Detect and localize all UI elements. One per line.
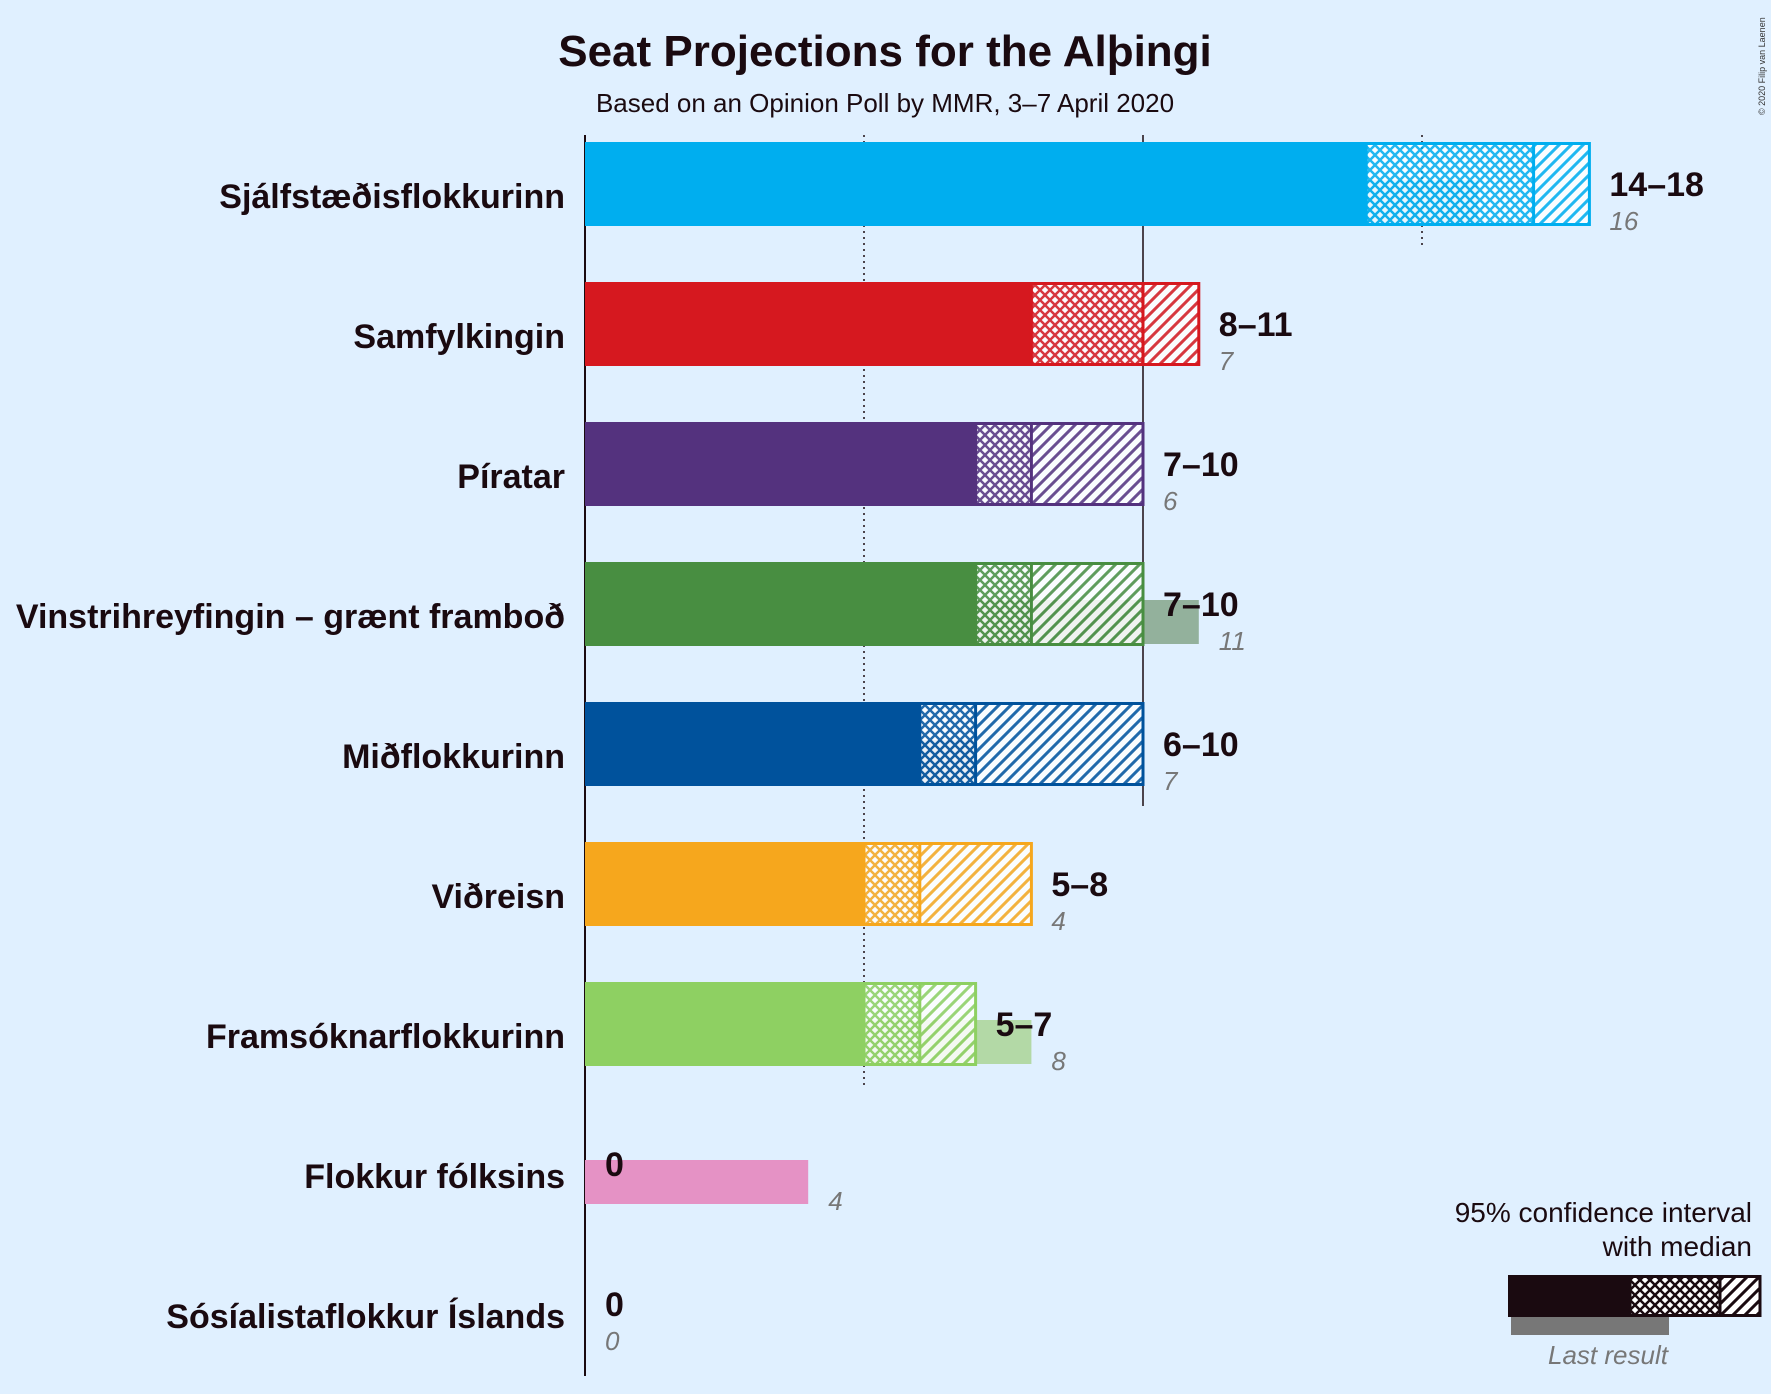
last-result-label: 4 [1051,906,1065,936]
ci-lower-crosshatch [919,704,976,784]
party-name: Miðflokkurinn [342,738,565,776]
party-row: Flokkur fólksins 0 4 [304,1146,842,1216]
ci-lower-crosshatch [975,424,1032,504]
projection-bar-solid [585,422,976,506]
legend-solid-bar [1508,1275,1630,1317]
ci-upper-hatch [1143,284,1199,364]
party-name: Viðreisn [431,878,565,916]
legend-last-result-label: Last result [1548,1340,1670,1370]
legend-last-result-bar [1511,1313,1669,1335]
party-row: Framsóknarflokkurinn 5–78 [206,982,1066,1076]
ci-upper-hatch [1031,424,1143,504]
last-result-label: 8 [1051,1046,1066,1076]
ci-lower-crosshatch [864,984,920,1064]
seat-range-label: 7–10 [1163,586,1239,624]
legend: 95% confidence interval with median Last… [1455,1197,1762,1370]
seat-range-label: 0 [605,1286,624,1324]
last-result-label: 7 [1219,346,1235,376]
ci-outline [862,842,1033,926]
ci-outline [974,422,1145,506]
chart-subtitle: Based on an Opinion Poll by MMR, 3–7 Apr… [596,88,1174,118]
ci-upper-hatch [919,844,1032,924]
legend-crosshatch [1630,1277,1720,1315]
legend-median-label: with median [1602,1231,1752,1262]
ci-outline [1029,282,1201,366]
legend-ci-label: 95% confidence interval [1455,1197,1752,1228]
last-result-label: 0 [605,1326,620,1356]
chart-title: Seat Projections for the Alþingi [558,27,1212,76]
party-row: Viðreisn 5–84 [431,842,1108,936]
projection-bar-solid [585,562,976,646]
seat-range-label: 5–8 [1051,866,1108,904]
seat-range-label: 14–18 [1609,166,1704,204]
last-result-label: 4 [828,1186,842,1216]
ci-upper-hatch [1031,564,1143,644]
party-name: Framsóknarflokkurinn [206,1018,565,1056]
seat-range-label: 6–10 [1163,726,1239,764]
last-result-label: 16 [1609,206,1638,236]
projection-bar-solid [585,282,1032,366]
ci-upper-hatch [1533,144,1590,224]
last-result-label: 11 [1219,626,1246,656]
party-row: Sósíalistaflokkur Íslands 00 [166,1286,624,1356]
ci-outline [1364,142,1591,226]
last-result-label: 6 [1163,486,1178,516]
projection-bar-solid [585,702,920,786]
party-name: Samfylkingin [353,318,565,356]
party-name: Vinstrihreyfingin – grænt framboð [16,598,565,636]
seat-range-label: 0 [605,1146,624,1184]
seat-range-label: 7–10 [1163,446,1239,484]
seat-range-label: 8–11 [1219,306,1293,344]
party-row: Píratar 7–106 [457,422,1239,516]
last-result-bar [585,1160,809,1204]
ci-upper-hatch [975,704,1143,784]
projection-bar-solid [585,982,864,1066]
legend-outline [1628,1275,1762,1317]
party-name: Sósíalistaflokkur Íslands [166,1298,565,1336]
projection-bar-solid [585,842,864,926]
ci-lower-crosshatch [1366,144,1534,224]
party-row: Miðflokkurinn 6–107 [342,702,1239,796]
ci-outline [974,562,1145,646]
party-name: Sjálfstæðisflokkurinn [219,178,565,216]
party-row: Samfylkingin 8–117 [353,282,1293,376]
ci-lower-crosshatch [864,844,920,924]
seat-range-label: 5–7 [996,1006,1053,1044]
ci-upper-hatch [919,984,976,1064]
projection-bar-solid [585,142,1367,226]
ci-outline [918,702,1145,786]
party-name: Píratar [457,458,565,496]
ci-lower-crosshatch [1031,284,1143,364]
party-name: Flokkur fólksins [304,1158,565,1196]
last-result-label: 7 [1163,766,1179,796]
legend-hatch [1720,1277,1760,1315]
ci-lower-crosshatch [975,564,1032,644]
copyright-notice: © 2020 Filip van Laenen [1757,17,1767,115]
